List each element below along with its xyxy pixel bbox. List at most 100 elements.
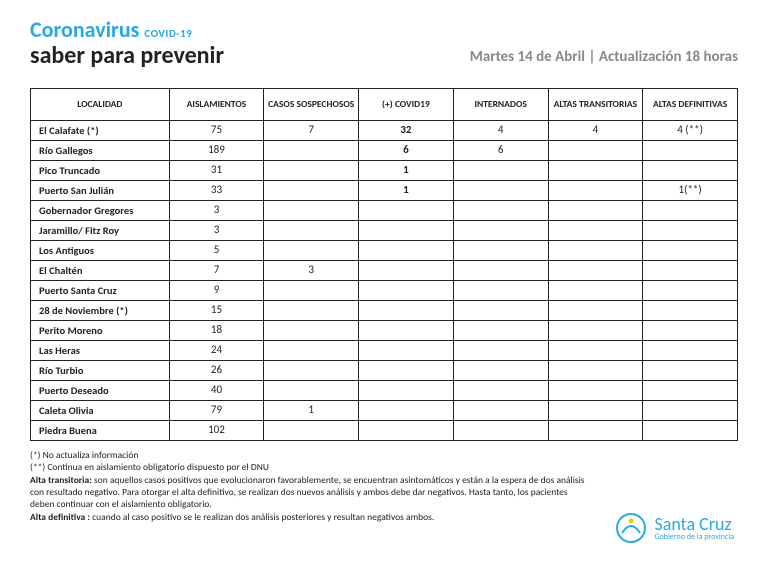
cell-value bbox=[359, 361, 454, 381]
table-row: Gobernador Gregores3 bbox=[31, 201, 738, 221]
cell-value bbox=[643, 201, 738, 221]
cell-value bbox=[643, 401, 738, 421]
cell-value bbox=[264, 141, 359, 161]
cell-value: 24 bbox=[169, 341, 264, 361]
cell-localidad: El Chaltén bbox=[31, 261, 170, 281]
cell-value bbox=[548, 421, 643, 441]
cell-value bbox=[453, 401, 548, 421]
cell-value: 7 bbox=[169, 261, 264, 281]
cell-value bbox=[643, 421, 738, 441]
cell-localidad: Gobernador Gregores bbox=[31, 201, 170, 221]
cell-value bbox=[548, 181, 643, 201]
table-container: LOCALIDADAISLAMIENTOSCASOS SOSPECHOSOS(+… bbox=[0, 78, 768, 441]
cell-value: 9 bbox=[169, 281, 264, 301]
logo-brand: Santa Cruz bbox=[654, 515, 734, 533]
cell-value bbox=[548, 381, 643, 401]
cell-value: 1 bbox=[264, 401, 359, 421]
cell-value bbox=[453, 341, 548, 361]
table-row: Las Heras24 bbox=[31, 341, 738, 361]
data-table: LOCALIDADAISLAMIENTOSCASOS SOSPECHOSOS(+… bbox=[30, 88, 738, 441]
cell-value: 31 bbox=[169, 161, 264, 181]
cell-value bbox=[453, 301, 548, 321]
cell-value bbox=[548, 281, 643, 301]
cell-value bbox=[643, 241, 738, 261]
cell-value: 5 bbox=[169, 241, 264, 261]
note-asterisk: (*) No actualiza información bbox=[30, 449, 738, 461]
title-small: COVID-19 bbox=[144, 27, 192, 40]
table-row: Los Antiguos5 bbox=[31, 241, 738, 261]
cell-value bbox=[359, 221, 454, 241]
table-row: Piedra Buena102 bbox=[31, 421, 738, 441]
table-row: Río Gallegos18966 bbox=[31, 141, 738, 161]
cell-value bbox=[359, 281, 454, 301]
cell-value bbox=[359, 301, 454, 321]
cell-value: 33 bbox=[169, 181, 264, 201]
cell-value bbox=[548, 341, 643, 361]
cell-value: 26 bbox=[169, 361, 264, 381]
cell-value bbox=[643, 301, 738, 321]
cell-value: 4 bbox=[453, 121, 548, 141]
table-row: Puerto Deseado40 bbox=[31, 381, 738, 401]
cell-value bbox=[264, 201, 359, 221]
cell-value: 1(**) bbox=[643, 181, 738, 201]
cell-localidad: Perito Moreno bbox=[31, 321, 170, 341]
title-prefix: Coronavirus bbox=[30, 16, 139, 43]
cell-localidad: Piedra Buena bbox=[31, 421, 170, 441]
cell-value bbox=[264, 301, 359, 321]
cell-value bbox=[453, 361, 548, 381]
table-body: El Calafate (*)75732444 (**)Río Gallegos… bbox=[31, 121, 738, 441]
cell-value: 79 bbox=[169, 401, 264, 421]
header-date: Martes 14 de Abril | Actualización 18 ho… bbox=[470, 48, 738, 70]
cell-value bbox=[264, 281, 359, 301]
title-line2: saber para prevenir bbox=[30, 41, 224, 70]
cell-value bbox=[643, 221, 738, 241]
cell-value bbox=[643, 281, 738, 301]
cell-value bbox=[548, 201, 643, 221]
cell-localidad: Río Turbio bbox=[31, 361, 170, 381]
table-header-row: LOCALIDADAISLAMIENTOSCASOS SOSPECHOSOS(+… bbox=[31, 89, 738, 121]
cell-value bbox=[359, 241, 454, 261]
cell-value: 75 bbox=[169, 121, 264, 141]
title-line1: Coronavirus COVID-19 bbox=[30, 16, 224, 43]
col-header: LOCALIDAD bbox=[31, 89, 170, 121]
cell-value bbox=[264, 241, 359, 261]
col-header: ALTAS TRANSITORIAS bbox=[548, 89, 643, 121]
cell-localidad: Las Heras bbox=[31, 341, 170, 361]
table-row: El Chaltén73 bbox=[31, 261, 738, 281]
col-header: CASOS SOSPECHOSOS bbox=[264, 89, 359, 121]
cell-value bbox=[359, 421, 454, 441]
cell-localidad: Pico Truncado bbox=[31, 161, 170, 181]
cell-value bbox=[643, 361, 738, 381]
cell-value: 1 bbox=[359, 181, 454, 201]
cell-localidad: Puerto Santa Cruz bbox=[31, 281, 170, 301]
cell-value bbox=[453, 421, 548, 441]
cell-value bbox=[359, 321, 454, 341]
cell-value bbox=[359, 401, 454, 421]
cell-value: 32 bbox=[359, 121, 454, 141]
cell-value bbox=[548, 301, 643, 321]
cell-localidad: Caleta Olivia bbox=[31, 401, 170, 421]
cell-value bbox=[453, 161, 548, 181]
table-row: Puerto Santa Cruz9 bbox=[31, 281, 738, 301]
cell-value bbox=[548, 241, 643, 261]
cell-value bbox=[643, 381, 738, 401]
cell-value: 3 bbox=[264, 261, 359, 281]
cell-value: 4 (**) bbox=[643, 121, 738, 141]
cell-localidad: Puerto San Julián bbox=[31, 181, 170, 201]
cell-value: 7 bbox=[264, 121, 359, 141]
cell-localidad: Río Gallegos bbox=[31, 141, 170, 161]
cell-value bbox=[548, 221, 643, 241]
cell-value bbox=[264, 321, 359, 341]
cell-value bbox=[264, 221, 359, 241]
cell-value bbox=[643, 261, 738, 281]
cell-value bbox=[264, 161, 359, 181]
cell-value: 6 bbox=[359, 141, 454, 161]
cell-value: 15 bbox=[169, 301, 264, 321]
cell-value: 40 bbox=[169, 381, 264, 401]
cell-value bbox=[264, 421, 359, 441]
cell-value bbox=[548, 321, 643, 341]
logo-icon bbox=[614, 511, 648, 545]
table-row: Jaramillo/ Fitz Roy3 bbox=[31, 221, 738, 241]
cell-value bbox=[548, 361, 643, 381]
cell-value bbox=[264, 181, 359, 201]
